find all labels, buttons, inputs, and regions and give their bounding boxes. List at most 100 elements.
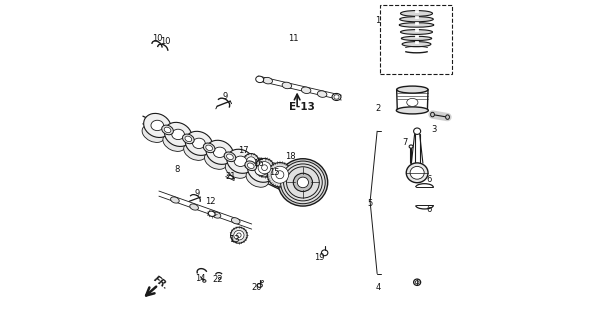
Ellipse shape (280, 161, 325, 204)
Text: 3: 3 (432, 125, 437, 134)
Ellipse shape (261, 281, 263, 283)
Ellipse shape (257, 284, 262, 287)
Ellipse shape (227, 149, 254, 173)
Ellipse shape (231, 227, 247, 243)
Ellipse shape (255, 158, 274, 177)
Ellipse shape (256, 76, 264, 83)
Text: 20: 20 (251, 284, 262, 292)
Ellipse shape (301, 87, 311, 93)
Text: 7: 7 (403, 138, 408, 147)
Ellipse shape (185, 131, 212, 156)
Ellipse shape (151, 120, 164, 131)
Ellipse shape (144, 113, 171, 138)
Ellipse shape (225, 160, 248, 178)
Text: 9: 9 (194, 189, 199, 198)
Ellipse shape (164, 122, 192, 147)
Ellipse shape (193, 138, 205, 148)
Ellipse shape (246, 169, 269, 187)
Ellipse shape (399, 23, 434, 27)
Ellipse shape (317, 91, 327, 97)
Ellipse shape (203, 280, 206, 282)
Text: 11: 11 (288, 34, 298, 43)
Text: 15: 15 (269, 168, 279, 177)
Text: 22: 22 (213, 276, 224, 284)
Ellipse shape (247, 163, 254, 169)
Ellipse shape (431, 112, 435, 117)
Ellipse shape (218, 277, 221, 279)
Ellipse shape (397, 86, 428, 93)
Ellipse shape (190, 204, 199, 210)
Text: FR.: FR. (152, 275, 170, 292)
Text: 6: 6 (426, 205, 432, 214)
Text: 14: 14 (195, 274, 205, 283)
Text: 16: 16 (253, 159, 263, 168)
Text: 13: 13 (229, 236, 240, 244)
Ellipse shape (245, 161, 257, 171)
Ellipse shape (258, 162, 271, 174)
Ellipse shape (237, 233, 241, 237)
Ellipse shape (402, 42, 431, 47)
Text: 12: 12 (205, 197, 215, 206)
Ellipse shape (406, 163, 428, 183)
Text: 5: 5 (368, 199, 373, 208)
Ellipse shape (203, 143, 215, 153)
Ellipse shape (213, 147, 226, 157)
Ellipse shape (267, 163, 292, 187)
Ellipse shape (294, 173, 313, 191)
Ellipse shape (278, 159, 328, 206)
Ellipse shape (409, 145, 413, 148)
Ellipse shape (407, 99, 418, 106)
Text: 19: 19 (314, 253, 324, 262)
Ellipse shape (321, 250, 328, 256)
Ellipse shape (414, 279, 420, 285)
Ellipse shape (172, 129, 184, 140)
Ellipse shape (445, 115, 449, 119)
Ellipse shape (247, 157, 256, 166)
Ellipse shape (248, 158, 275, 182)
Ellipse shape (183, 134, 194, 144)
Ellipse shape (142, 124, 165, 142)
Ellipse shape (234, 156, 247, 166)
Text: 21: 21 (226, 172, 236, 180)
Text: 10: 10 (160, 37, 171, 46)
Ellipse shape (205, 151, 227, 169)
Ellipse shape (243, 154, 259, 169)
Ellipse shape (332, 93, 341, 100)
Ellipse shape (286, 167, 319, 198)
Ellipse shape (224, 152, 236, 162)
Ellipse shape (262, 165, 267, 171)
Ellipse shape (415, 281, 419, 284)
Ellipse shape (162, 125, 173, 135)
Text: 2: 2 (375, 104, 381, 113)
Ellipse shape (171, 197, 179, 203)
Ellipse shape (208, 211, 215, 216)
Ellipse shape (206, 145, 212, 151)
Ellipse shape (234, 230, 244, 240)
Text: 18: 18 (285, 152, 295, 161)
Ellipse shape (396, 107, 428, 114)
Ellipse shape (410, 166, 424, 179)
Ellipse shape (255, 165, 267, 175)
Ellipse shape (282, 82, 292, 89)
Bar (380, 5, 452, 74)
Ellipse shape (227, 154, 233, 160)
Ellipse shape (184, 142, 206, 160)
Ellipse shape (185, 136, 192, 142)
Text: 9: 9 (223, 92, 228, 100)
Ellipse shape (401, 36, 432, 41)
Text: 4: 4 (375, 284, 381, 292)
Ellipse shape (206, 140, 233, 164)
Ellipse shape (400, 17, 433, 22)
Ellipse shape (400, 30, 432, 35)
Ellipse shape (400, 11, 432, 16)
Ellipse shape (164, 127, 171, 133)
Ellipse shape (276, 171, 284, 179)
Ellipse shape (297, 177, 308, 188)
Text: 6: 6 (426, 175, 432, 184)
Ellipse shape (283, 164, 322, 201)
Text: E-13: E-13 (289, 102, 315, 112)
Ellipse shape (231, 218, 240, 224)
Text: 17: 17 (238, 146, 249, 155)
Ellipse shape (271, 166, 289, 183)
Text: 10: 10 (152, 34, 162, 43)
